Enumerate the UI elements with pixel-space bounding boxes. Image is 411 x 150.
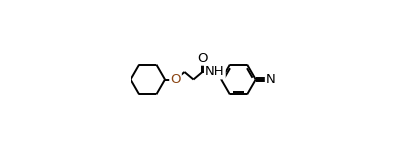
- Text: O: O: [170, 73, 181, 86]
- Text: NH: NH: [205, 65, 225, 78]
- Text: N: N: [266, 73, 276, 86]
- Text: O: O: [197, 52, 208, 65]
